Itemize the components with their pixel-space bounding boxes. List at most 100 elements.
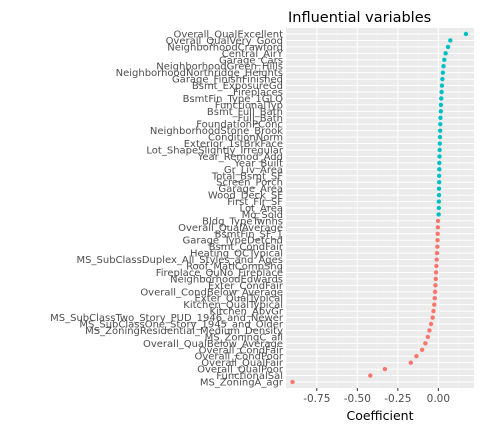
data-point xyxy=(436,199,442,204)
y-tick-label: FoundationPConc xyxy=(196,120,283,131)
data-point xyxy=(435,238,440,243)
data-point xyxy=(427,328,432,333)
data-point xyxy=(439,96,444,101)
y-tick-label: Overall_QualBelow_Average xyxy=(143,339,283,350)
y-tick-label: MS_SubClassDuplex_All_Styles_and_Ages xyxy=(77,255,283,266)
data-point xyxy=(433,283,438,288)
y-tick-label: Bldg_TypeTwnhs xyxy=(202,216,283,227)
data-point xyxy=(437,167,442,172)
data-point xyxy=(408,360,413,365)
y-tick-label: Year_Built xyxy=(233,158,283,169)
y-tick-label: MS_ZoningResidential_Medium_Density xyxy=(85,326,283,337)
data-point xyxy=(414,354,419,359)
y-tick-label: NeighborhoodStone_Brook xyxy=(150,126,283,137)
data-point xyxy=(440,76,445,82)
y-tick-label: Lot_Area xyxy=(240,204,283,215)
y-tick-label: Kitchen_QualTypical xyxy=(183,300,283,311)
y-tick-label: Overall_QualAverage xyxy=(178,223,283,234)
data-point xyxy=(438,122,443,127)
y-tick-label: Bsmt_ExposureGd xyxy=(192,81,283,92)
data-point xyxy=(437,134,443,140)
data-point xyxy=(438,109,443,114)
x-tick-label: -0.50 xyxy=(344,393,371,405)
data-point xyxy=(438,102,444,108)
data-point xyxy=(432,289,438,294)
y-tick-label: Wood_Deck_SF xyxy=(208,191,283,202)
y-tick-label: Mo_Sold xyxy=(242,210,283,221)
chart-title: Influential variables xyxy=(288,10,431,26)
y-tick-label: Screen_Porch xyxy=(216,178,283,189)
y-tick-label: Total_Bsmt_SF xyxy=(211,171,283,182)
y-tick-label: Overall_QualFair xyxy=(201,358,284,369)
data-point xyxy=(436,173,442,178)
data-point xyxy=(439,89,444,95)
y-tick-label: Kitchen_AbvGr xyxy=(209,307,283,318)
x-axis-title: Coefficient xyxy=(346,408,413,423)
x-tick-label: -0.25 xyxy=(384,393,411,405)
data-point xyxy=(433,276,438,282)
data-point xyxy=(425,334,431,340)
x-tick-label: 0.00 xyxy=(427,393,450,405)
y-tick-label: Exter_QualTypical xyxy=(194,294,283,305)
data-point xyxy=(433,270,439,275)
y-axis-labels: Overall_QualExcellentOverall_QualVery_Go… xyxy=(50,30,284,389)
y-tick-label: Overall_CondBelow_Average xyxy=(140,287,283,298)
data-point xyxy=(437,147,442,153)
y-tick-label: Garage_Cars xyxy=(219,55,283,66)
y-tick-label: Gr_Liv_Area xyxy=(224,165,283,176)
data-point xyxy=(435,225,441,230)
y-tick-label: Fireplace_QuNo_Fireplace xyxy=(156,268,283,279)
data-point xyxy=(436,212,441,217)
x-axis: -0.75 -0.50 -0.25 0.00 xyxy=(303,388,450,405)
data-point xyxy=(435,244,440,249)
data-point xyxy=(382,366,388,372)
data-point xyxy=(463,31,469,37)
data-point xyxy=(432,296,437,301)
data-point xyxy=(437,154,442,159)
y-tick-label: NeighborhoodCrawford xyxy=(167,42,283,53)
data-point xyxy=(432,302,437,307)
data-point xyxy=(442,57,447,62)
data-point xyxy=(436,180,442,185)
data-point xyxy=(435,218,441,224)
y-tick-label: Year_Remod_Add xyxy=(197,152,283,163)
data-point xyxy=(435,231,440,236)
data-point xyxy=(437,141,443,146)
y-tick-label: FunctionalSal xyxy=(216,371,283,382)
y-tick-label: Overall_CondPoor xyxy=(194,352,283,363)
y-tick-label: Overall_QualExcellent xyxy=(173,30,283,41)
y-tick-label: BsmtFin_SF_1 xyxy=(215,229,283,240)
data-point xyxy=(419,347,425,352)
data-point xyxy=(448,38,453,43)
y-tick-label: Garage_TypeDetchd xyxy=(182,236,283,247)
y-tick-label: MS_SubClassOne_Story_1945_and_Older xyxy=(79,320,284,331)
y-tick-label: Lot_ShapeSlightly_Irregular xyxy=(146,146,283,157)
data-point xyxy=(431,308,436,314)
y-tick-label: ConditionNorm xyxy=(208,133,283,144)
data-point xyxy=(445,44,451,50)
data-point xyxy=(437,160,442,166)
data-point xyxy=(438,115,443,120)
data-point xyxy=(443,51,448,56)
data-point xyxy=(290,379,295,385)
data-point xyxy=(436,205,442,211)
y-tick-label: Roof_MatlCompShg xyxy=(186,262,283,273)
data-point xyxy=(436,192,442,198)
y-tick-label: Exter_CondFair xyxy=(208,281,284,292)
data-point xyxy=(440,70,446,75)
y-tick-label: FunctionalTyp xyxy=(215,100,283,111)
y-tick-label: Full_Bath xyxy=(238,113,283,124)
y-tick-label: BsmtFin_Type_1GLQ xyxy=(183,94,284,105)
data-point xyxy=(428,321,434,327)
data-points xyxy=(290,31,469,385)
data-point xyxy=(368,373,373,378)
y-tick-label: MS_SubClassTwo_Story_PUD_1946_and_Newer xyxy=(50,313,284,324)
data-point xyxy=(423,341,428,346)
data-point xyxy=(437,128,443,133)
y-tick-label: Garage_Area xyxy=(218,184,283,195)
y-tick-label: Garage_FinishFinished xyxy=(172,75,283,86)
y-tick-label: Bsmt_CondFair xyxy=(209,242,284,253)
y-tick-label: Overall_CondFair xyxy=(199,345,284,356)
data-point xyxy=(434,263,439,269)
